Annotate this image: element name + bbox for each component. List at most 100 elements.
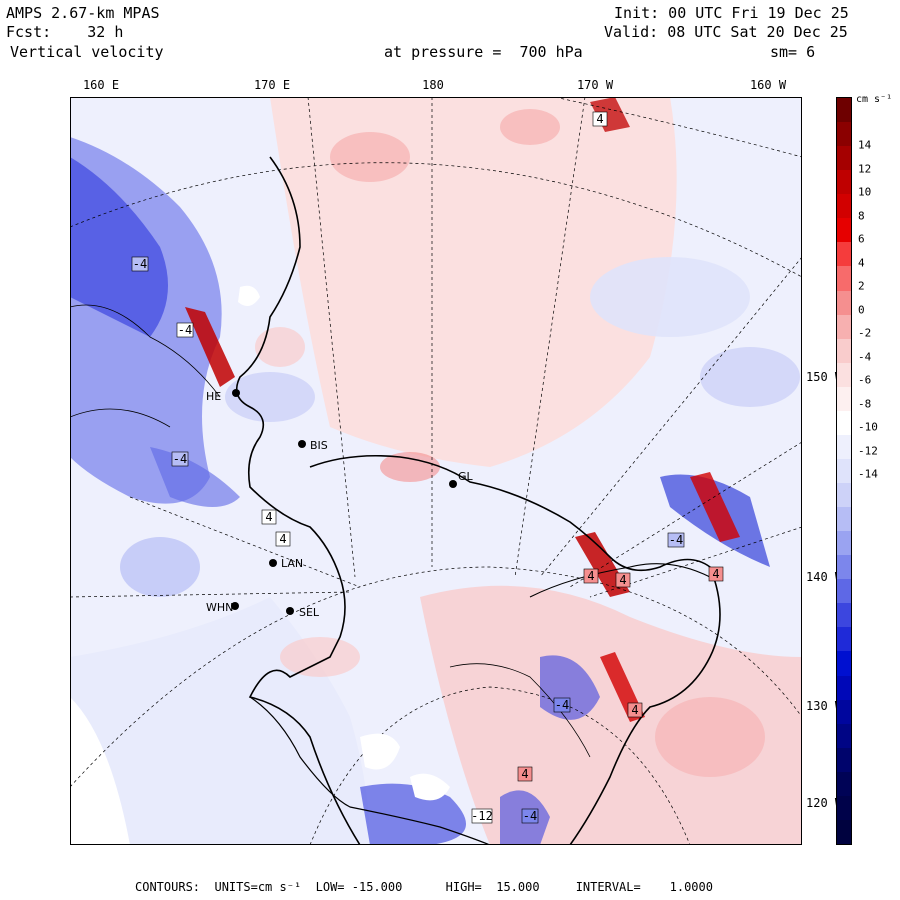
colorbar-cell xyxy=(837,531,851,556)
colorbar-cell xyxy=(837,122,851,147)
ice-shelf-front xyxy=(249,696,491,845)
colorbar-cell xyxy=(837,98,851,123)
pressure-level: at pressure = 700 hPa xyxy=(384,43,583,61)
colorbar-cell xyxy=(837,314,851,340)
contour-label: 4 xyxy=(619,573,626,587)
station-marker-lan xyxy=(269,559,277,567)
contour-line xyxy=(529,563,711,598)
colorbar-cell xyxy=(837,218,851,243)
positive-blob xyxy=(655,697,765,777)
contour-label: -4 xyxy=(669,533,683,547)
contour-line xyxy=(70,408,171,428)
negative-blob xyxy=(590,257,750,337)
contour-label: 4 xyxy=(279,532,286,546)
station-marker-whn xyxy=(231,602,239,610)
station-marker-bis xyxy=(298,440,306,448)
map-frame xyxy=(70,97,802,845)
forecast-hour: Fcst: 32 h xyxy=(6,23,124,41)
colorbar-tick-label: 2 xyxy=(858,279,865,293)
field-name: Vertical velocity xyxy=(10,43,164,61)
lon-label-160e: 160 E xyxy=(82,78,120,92)
colorbar-tick-label: 10 xyxy=(858,185,872,199)
colorbar-cell xyxy=(837,266,851,291)
station-label-sel: SEL xyxy=(299,606,320,619)
graticule xyxy=(70,97,802,845)
colorbar-tick-label: 4 xyxy=(858,256,865,269)
colorbar-cell xyxy=(837,651,851,677)
colorbar-cell xyxy=(837,170,851,195)
contour-label: -4 xyxy=(178,323,192,337)
contour-label: -4 xyxy=(555,698,569,712)
colorbar-cell xyxy=(837,723,851,749)
colorbar-cell xyxy=(837,410,851,436)
strong-positive-streak-3 xyxy=(690,472,740,542)
model-title: AMPS 2.67-km MPAS xyxy=(6,4,160,22)
contour-label: 4 xyxy=(631,703,638,717)
negative-blob xyxy=(700,347,800,407)
contour-label: 4 xyxy=(596,112,603,126)
colorbar-tick-label: 14 xyxy=(858,138,872,152)
colorbar-cell xyxy=(837,242,851,267)
colorbar-cell xyxy=(837,555,851,580)
colorbar-cell xyxy=(837,338,851,364)
missing-data-patch xyxy=(238,285,260,306)
colorbar-units: cm s⁻¹ xyxy=(856,94,893,105)
contour-label: -4 xyxy=(133,257,147,271)
positive-blob xyxy=(500,109,560,145)
lon-label-170w: 170 W xyxy=(576,78,614,92)
negative-blob xyxy=(120,537,200,597)
colorbar-cell xyxy=(837,458,851,484)
colorbar-tick-label: -6 xyxy=(858,373,872,387)
positive-blob xyxy=(380,452,440,482)
colorbar-cell xyxy=(837,386,851,412)
colorbar-cell xyxy=(837,579,851,604)
colorbar-cell xyxy=(837,194,851,219)
colorbar-tick-label: -4 xyxy=(858,350,872,363)
colorbar-cell xyxy=(837,699,851,725)
colorbar-cell xyxy=(837,146,851,171)
colorbar-cell xyxy=(837,603,851,628)
colorbar-cell xyxy=(837,675,851,701)
coastline-east xyxy=(309,454,721,845)
colorbar-tick-label: -2 xyxy=(858,326,872,340)
negative-blob xyxy=(225,372,315,422)
colorbar-tick-label: -10 xyxy=(858,420,878,434)
station-marker-he xyxy=(232,389,240,397)
positive-region-north xyxy=(270,97,677,467)
strong-positive-streak-1 xyxy=(185,307,235,387)
lon-label-170e: 170 E xyxy=(253,78,291,92)
strong-negative-core xyxy=(70,157,168,337)
station-marker-sel xyxy=(286,607,294,615)
missing-data-patch xyxy=(360,733,400,770)
station-label-he: HE xyxy=(206,390,221,403)
smoothing: sm= 6 xyxy=(770,43,816,61)
contour-label: 4 xyxy=(712,567,719,581)
colorbar-cell xyxy=(837,507,851,532)
station-label-lan: LAN xyxy=(281,557,303,570)
station-label-bis: BIS xyxy=(310,439,328,452)
positive-blob xyxy=(330,132,410,182)
contour-line xyxy=(449,663,591,758)
contour-label: -12 xyxy=(471,809,493,823)
station-label-whn: WHN xyxy=(206,601,233,614)
vertical-velocity-map: 4 -4 -4 -4 4 4 4 -4 4 4 -4 4 4 xyxy=(70,97,802,845)
colorbar-cell xyxy=(837,483,851,508)
contour-label: -4 xyxy=(523,809,537,823)
station-marker-gl xyxy=(449,480,457,488)
stations: HE BIS LAN WHN SEL GL xyxy=(206,389,474,619)
coastline-west xyxy=(235,156,361,845)
colorbar xyxy=(836,97,852,845)
ice-edge-white xyxy=(70,697,130,845)
colorbar-cell xyxy=(837,771,851,797)
contour-label: 4 xyxy=(521,767,528,781)
colorbar-cell xyxy=(837,434,851,460)
strong-positive-top xyxy=(590,97,630,132)
colorbar-tick-label: 0 xyxy=(858,303,865,316)
colorbar-tick-label: 6 xyxy=(858,232,865,246)
contour-label: 4 xyxy=(587,569,594,583)
colorbar-cell xyxy=(837,747,851,773)
colorbar-tick-label: -12 xyxy=(858,444,878,457)
contour-label: 4 xyxy=(265,510,272,524)
colorbar-cell xyxy=(837,362,851,388)
colorbar-tick-label: -8 xyxy=(858,397,872,410)
